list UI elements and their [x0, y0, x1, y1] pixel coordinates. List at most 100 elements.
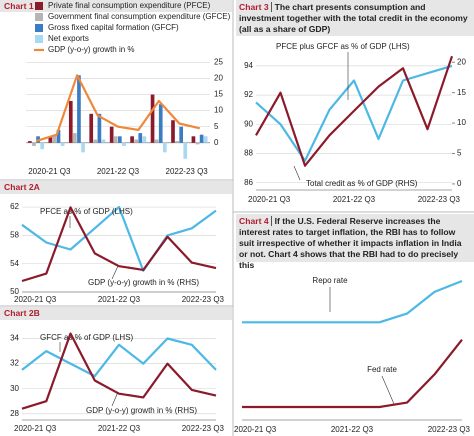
y-tick-label: 25: [214, 58, 223, 67]
x-tick-label: 2021-22 Q3: [98, 424, 141, 433]
y-tick-label: 15: [214, 90, 223, 99]
legend-swatch: [35, 35, 43, 43]
x-tick-label: 2020-21 Q3: [234, 425, 277, 434]
leader-line: [111, 391, 119, 407]
bar: [130, 136, 134, 143]
bar: [175, 141, 179, 143]
header-strip: [236, 0, 474, 36]
x-tick-label: 2021-22 Q3: [331, 425, 374, 434]
bar: [109, 126, 114, 143]
bar: [32, 142, 36, 146]
bar: [158, 104, 163, 143]
leader-line: [111, 265, 119, 280]
chart-title: Chart 4: [239, 216, 269, 226]
bar: [60, 142, 65, 146]
chart-title: Chart 2A: [4, 182, 40, 192]
bar: [142, 136, 147, 143]
series-label: PFCE as % of GDP (LHS): [40, 207, 133, 216]
legend-swatch: [35, 2, 43, 10]
y-tick-label: 94: [244, 61, 253, 70]
legend-swatch: [35, 13, 43, 21]
bar: [199, 134, 204, 143]
bar: [48, 136, 53, 143]
y-tick-label: 86: [244, 178, 253, 187]
bar: [171, 120, 175, 143]
y-tick-label: 30: [10, 384, 19, 393]
x-tick-label: 2022-23 Q3: [182, 424, 225, 433]
line: [21, 206, 217, 272]
bar: [122, 142, 126, 146]
bar: [195, 142, 200, 145]
header-strip: [236, 214, 474, 262]
leader-line: [381, 375, 395, 405]
bar: [81, 142, 85, 153]
series-label: Total credit as % of GDP (RHS): [306, 179, 418, 188]
leader-line: [293, 165, 301, 181]
line: [35, 74, 201, 143]
x-tick-label: 2022-23 Q3: [428, 425, 471, 434]
line: [255, 55, 454, 167]
y-tick-label: 0: [214, 138, 219, 147]
y2-tick-label: 0: [457, 179, 462, 188]
line: [255, 64, 453, 162]
chart-header: Chart 2A: [4, 182, 40, 193]
series-label: GDP (y-o-y) growth in % (RHS): [88, 278, 199, 287]
y-tick-label: 34: [10, 334, 19, 343]
bar: [52, 134, 57, 143]
bar: [162, 142, 167, 153]
chart-description: If the U.S. Federal Reserve increases th…: [239, 216, 462, 270]
bar: [28, 141, 32, 143]
x-tick-label: 2020-21 Q3: [28, 167, 71, 176]
legend-label: Government final consumption expenditure…: [48, 12, 231, 21]
y-tick-label: 5: [214, 122, 219, 131]
legend-swatch: [35, 24, 43, 32]
bar: [150, 94, 155, 143]
chart-title: Chart 1: [4, 1, 34, 11]
bar: [118, 136, 122, 143]
chart-title: Chart 3: [239, 2, 269, 12]
chart-header: Chart 3 The chart presents consumption an…: [239, 2, 469, 35]
x-tick-label: 2021-22 Q3: [98, 295, 141, 304]
bar: [183, 142, 188, 159]
y2-tick-label: 20: [457, 57, 466, 66]
bar: [56, 129, 61, 143]
x-tick-label: 2022-23 Q3: [166, 167, 209, 176]
line: [21, 332, 217, 410]
chart-header: Chart 1: [4, 1, 34, 12]
x-tick-label: 2020-21 Q3: [14, 424, 57, 433]
line: [242, 279, 463, 324]
bar: [73, 133, 77, 143]
bar: [101, 139, 106, 143]
legend-label: GDP (y-o-y) growth in %: [48, 45, 135, 54]
y-tick-label: 90: [244, 119, 253, 128]
x-tick-label: 2022-23 Q3: [418, 195, 461, 204]
y-tick-label: 62: [10, 202, 19, 211]
legend-label: Gross fixed capital formation (GFCF): [48, 23, 179, 32]
y-tick-label: 28: [10, 409, 19, 418]
bar: [191, 136, 196, 143]
y2-tick-label: 5: [457, 149, 462, 158]
line: [21, 206, 217, 283]
bar: [97, 113, 102, 143]
x-tick-label: 2020-21 Q3: [248, 195, 291, 204]
series-label: GFCF as % of GDP (LHS): [40, 333, 134, 342]
bar: [89, 113, 94, 143]
chart-description: The chart presents consumption and inves…: [239, 2, 468, 34]
x-tick-label: 2021-22 Q3: [333, 195, 376, 204]
y2-tick-label: 10: [457, 118, 466, 127]
header-strip: [0, 307, 232, 320]
bar: [93, 139, 98, 143]
legend-label: Net exports: [48, 34, 89, 43]
bar: [134, 139, 139, 143]
bar: [203, 136, 208, 143]
series-label: PFCE plus GFCF as % of GDP (LHS): [276, 42, 410, 51]
y-tick-label: 92: [244, 90, 253, 99]
bar: [40, 142, 44, 150]
y-tick-label: 10: [214, 106, 223, 115]
bar: [154, 139, 159, 143]
bar: [77, 75, 81, 143]
bar: [179, 126, 184, 143]
x-tick-label: 2020-21 Q3: [14, 295, 57, 304]
chart-title: Chart 2B: [4, 308, 40, 318]
